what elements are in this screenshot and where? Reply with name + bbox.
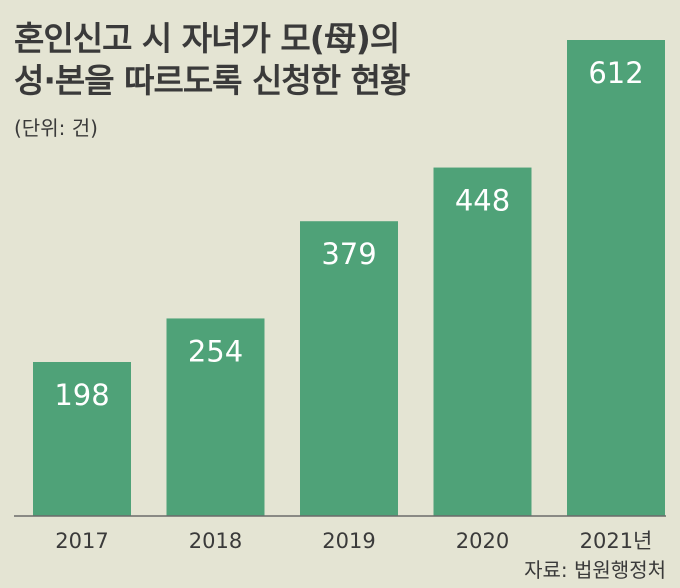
- data-label-2020: 448: [455, 184, 510, 218]
- bar-2017: [33, 362, 131, 516]
- data-label-2019: 379: [321, 237, 376, 271]
- category-label-2021년: 2021년: [580, 529, 653, 553]
- category-label-2017: 2017: [55, 529, 108, 553]
- unit-label: (단위: 건): [14, 116, 98, 140]
- source-label: 자료: 법원행정처: [524, 558, 666, 582]
- data-label-2018: 254: [188, 334, 243, 368]
- data-label-2017: 198: [54, 378, 109, 412]
- category-label-2020: 2020: [456, 529, 509, 553]
- bar-2021년: [567, 40, 665, 516]
- chart-title-line-2: 성·본을 따르도록 신청한 현황: [14, 61, 410, 100]
- category-label-2018: 2018: [189, 529, 242, 553]
- data-label-2021년: 612: [588, 56, 643, 90]
- bar-2019: [300, 221, 398, 516]
- chart-title-line-1: 혼인신고 시 자녀가 모(母)의: [14, 19, 400, 58]
- chart-title: 혼인신고 시 자녀가 모(母)의 성·본을 따르도록 신청한 현황: [14, 18, 410, 102]
- bar-2018: [166, 318, 265, 516]
- category-label-2019: 2019: [322, 529, 375, 553]
- bar-2020: [433, 167, 532, 517]
